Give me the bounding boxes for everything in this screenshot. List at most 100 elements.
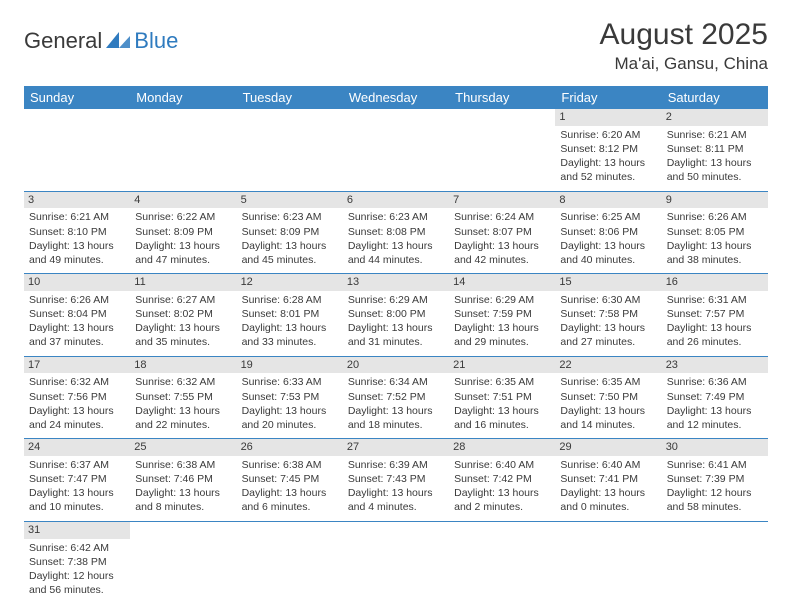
sunrise-line: Sunrise: 6:29 AM <box>454 293 550 307</box>
sunset-line: Sunset: 8:05 PM <box>667 225 763 239</box>
sunset-line: Sunset: 7:42 PM <box>454 472 550 486</box>
calendar-week: 17Sunrise: 6:32 AMSunset: 7:56 PMDayligh… <box>24 356 768 439</box>
weekday-header: Wednesday <box>343 86 449 109</box>
title-block: August 2025 Ma'ai, Gansu, China <box>600 18 768 74</box>
sunset-line: Sunset: 8:01 PM <box>242 307 338 321</box>
day-number: 17 <box>24 357 130 374</box>
sunrise-line: Sunrise: 6:30 AM <box>560 293 656 307</box>
calendar-day-cell: 14Sunrise: 6:29 AMSunset: 7:59 PMDayligh… <box>449 274 555 357</box>
calendar-day-cell: 4Sunrise: 6:22 AMSunset: 8:09 PMDaylight… <box>130 191 236 274</box>
daylight-line: Daylight: 13 hours and 47 minutes. <box>135 239 231 267</box>
day-number: 1 <box>555 109 661 126</box>
day-number: 18 <box>130 357 236 374</box>
daylight-line: Daylight: 13 hours and 18 minutes. <box>348 404 444 432</box>
calendar-week: 10Sunrise: 6:26 AMSunset: 8:04 PMDayligh… <box>24 274 768 357</box>
calendar-week: 3Sunrise: 6:21 AMSunset: 8:10 PMDaylight… <box>24 191 768 274</box>
calendar-day-cell: 17Sunrise: 6:32 AMSunset: 7:56 PMDayligh… <box>24 356 130 439</box>
calendar-day-cell <box>343 521 449 603</box>
daylight-line: Daylight: 13 hours and 16 minutes. <box>454 404 550 432</box>
day-number: 12 <box>237 274 343 291</box>
sunset-line: Sunset: 7:59 PM <box>454 307 550 321</box>
daylight-line: Daylight: 13 hours and 33 minutes. <box>242 321 338 349</box>
day-number: 28 <box>449 439 555 456</box>
sunrise-line: Sunrise: 6:37 AM <box>29 458 125 472</box>
sunrise-line: Sunrise: 6:34 AM <box>348 375 444 389</box>
daylight-line: Daylight: 13 hours and 45 minutes. <box>242 239 338 267</box>
sunrise-line: Sunrise: 6:39 AM <box>348 458 444 472</box>
sunset-line: Sunset: 7:45 PM <box>242 472 338 486</box>
calendar-day-cell: 30Sunrise: 6:41 AMSunset: 7:39 PMDayligh… <box>662 439 768 522</box>
calendar-day-cell: 22Sunrise: 6:35 AMSunset: 7:50 PMDayligh… <box>555 356 661 439</box>
day-number: 2 <box>662 109 768 126</box>
calendar-day-cell: 2Sunrise: 6:21 AMSunset: 8:11 PMDaylight… <box>662 109 768 191</box>
daylight-line: Daylight: 13 hours and 44 minutes. <box>348 239 444 267</box>
sunset-line: Sunset: 7:46 PM <box>135 472 231 486</box>
sunrise-line: Sunrise: 6:32 AM <box>135 375 231 389</box>
sunset-line: Sunset: 8:10 PM <box>29 225 125 239</box>
day-number: 31 <box>24 522 130 539</box>
daylight-line: Daylight: 12 hours and 56 minutes. <box>29 569 125 597</box>
calendar-day-cell: 27Sunrise: 6:39 AMSunset: 7:43 PMDayligh… <box>343 439 449 522</box>
daylight-line: Daylight: 13 hours and 8 minutes. <box>135 486 231 514</box>
calendar-week: 31 Sunrise: 6:42 AMSunset: 7:38 PMDayligh… <box>24 521 768 603</box>
day-number: 9 <box>662 192 768 209</box>
daylight-line: Daylight: 13 hours and 38 minutes. <box>667 239 763 267</box>
calendar-day-cell <box>343 109 449 191</box>
day-number: 6 <box>343 192 449 209</box>
sunrise-line: Sunrise: 6:28 AM <box>242 293 338 307</box>
weekday-header: Sunday <box>24 86 130 109</box>
location-label: Ma'ai, Gansu, China <box>600 54 768 74</box>
day-number: 7 <box>449 192 555 209</box>
daylight-line: Daylight: 13 hours and 29 minutes. <box>454 321 550 349</box>
day-number: 25 <box>130 439 236 456</box>
calendar-day-cell: 1Sunrise: 6:20 AMSunset: 8:12 PMDaylight… <box>555 109 661 191</box>
daylight-line: Daylight: 13 hours and 20 minutes. <box>242 404 338 432</box>
sunset-line: Sunset: 8:02 PM <box>135 307 231 321</box>
sunrise-line: Sunrise: 6:35 AM <box>560 375 656 389</box>
day-number: 27 <box>343 439 449 456</box>
daylight-line: Daylight: 13 hours and 27 minutes. <box>560 321 656 349</box>
daylight-line: Daylight: 13 hours and 37 minutes. <box>29 321 125 349</box>
sunrise-line: Sunrise: 6:22 AM <box>135 210 231 224</box>
logo-icon <box>106 28 132 54</box>
calendar-day-cell: 11Sunrise: 6:27 AMSunset: 8:02 PMDayligh… <box>130 274 236 357</box>
calendar-day-cell: 29Sunrise: 6:40 AMSunset: 7:41 PMDayligh… <box>555 439 661 522</box>
calendar-day-cell: 23Sunrise: 6:36 AMSunset: 7:49 PMDayligh… <box>662 356 768 439</box>
sunset-line: Sunset: 8:09 PM <box>242 225 338 239</box>
sunrise-line: Sunrise: 6:42 AM <box>29 541 125 555</box>
day-number: 30 <box>662 439 768 456</box>
daylight-line: Daylight: 13 hours and 12 minutes. <box>667 404 763 432</box>
sunrise-line: Sunrise: 6:21 AM <box>667 128 763 142</box>
sunset-line: Sunset: 7:38 PM <box>29 555 125 569</box>
weekday-header: Friday <box>555 86 661 109</box>
day-number: 8 <box>555 192 661 209</box>
daylight-line: Daylight: 13 hours and 22 minutes. <box>135 404 231 432</box>
calendar-day-cell <box>449 109 555 191</box>
sunset-line: Sunset: 7:47 PM <box>29 472 125 486</box>
calendar-day-cell: 10Sunrise: 6:26 AMSunset: 8:04 PMDayligh… <box>24 274 130 357</box>
sunset-line: Sunset: 8:07 PM <box>454 225 550 239</box>
calendar-day-cell <box>130 521 236 603</box>
logo-text-1: General <box>24 28 102 54</box>
sunset-line: Sunset: 7:53 PM <box>242 390 338 404</box>
calendar-day-cell: 26Sunrise: 6:38 AMSunset: 7:45 PMDayligh… <box>237 439 343 522</box>
daylight-line: Daylight: 13 hours and 35 minutes. <box>135 321 231 349</box>
day-number: 29 <box>555 439 661 456</box>
page-title: August 2025 <box>600 18 768 52</box>
sunrise-line: Sunrise: 6:35 AM <box>454 375 550 389</box>
calendar-day-cell: 15Sunrise: 6:30 AMSunset: 7:58 PMDayligh… <box>555 274 661 357</box>
calendar-week: 24Sunrise: 6:37 AMSunset: 7:47 PMDayligh… <box>24 439 768 522</box>
daylight-line: Daylight: 13 hours and 42 minutes. <box>454 239 550 267</box>
sunrise-line: Sunrise: 6:33 AM <box>242 375 338 389</box>
day-number: 22 <box>555 357 661 374</box>
sunrise-line: Sunrise: 6:26 AM <box>667 210 763 224</box>
sunrise-line: Sunrise: 6:38 AM <box>242 458 338 472</box>
sunset-line: Sunset: 8:00 PM <box>348 307 444 321</box>
daylight-line: Daylight: 13 hours and 49 minutes. <box>29 239 125 267</box>
calendar-day-cell <box>130 109 236 191</box>
daylight-line: Daylight: 13 hours and 4 minutes. <box>348 486 444 514</box>
logo: GeneralBlue <box>24 28 178 54</box>
sunrise-line: Sunrise: 6:23 AM <box>348 210 444 224</box>
sunset-line: Sunset: 7:50 PM <box>560 390 656 404</box>
sunset-line: Sunset: 7:52 PM <box>348 390 444 404</box>
